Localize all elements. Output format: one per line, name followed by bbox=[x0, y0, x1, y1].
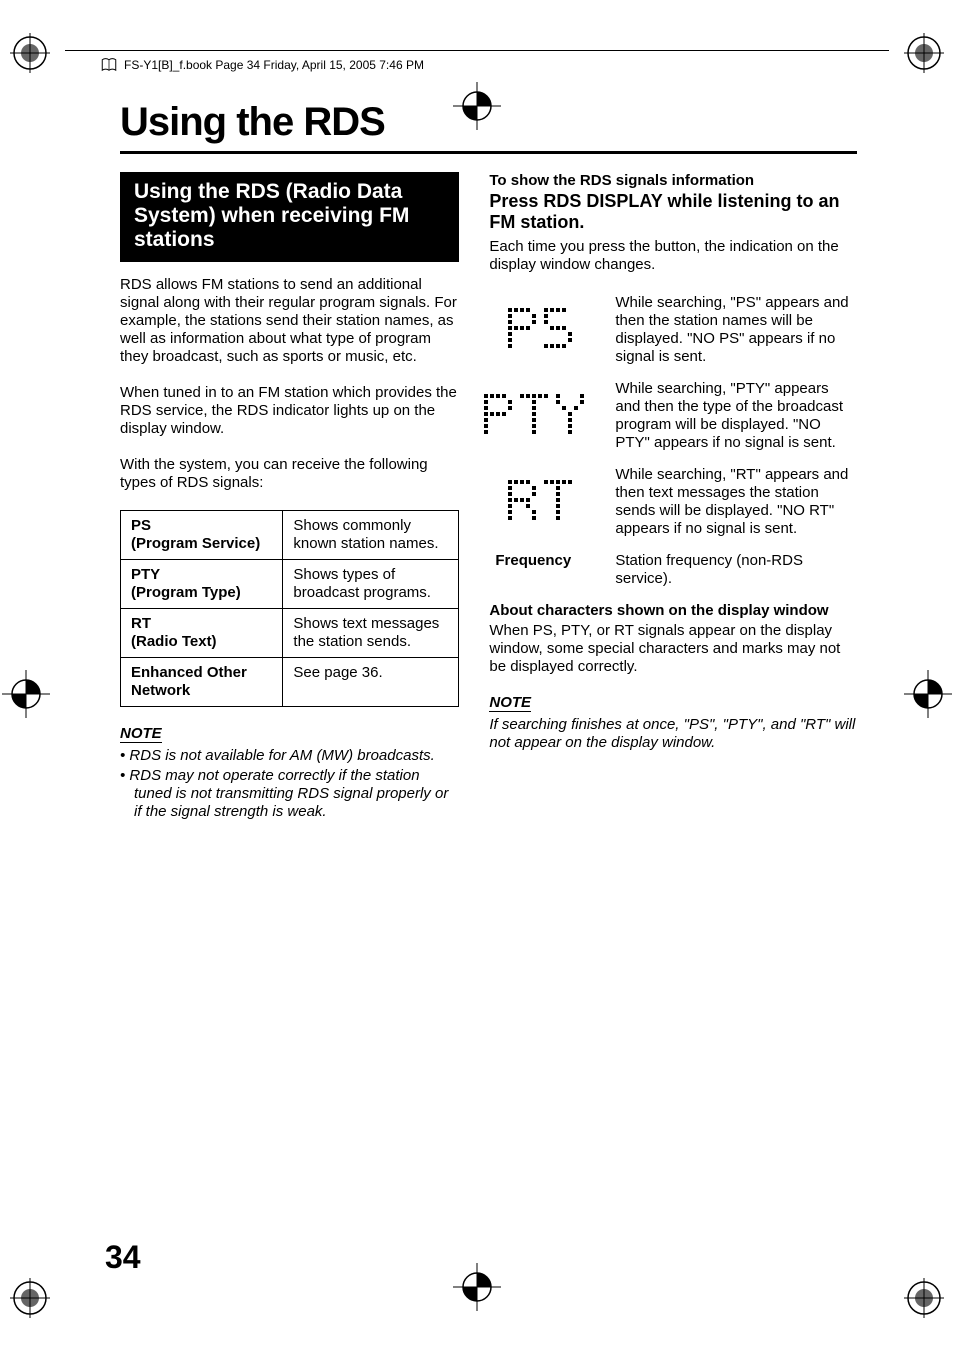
note-item: RDS is not available for AM (MW) broadca… bbox=[120, 747, 459, 765]
about-paragraph: When PS, PTY, or RT signals appear on th… bbox=[489, 622, 857, 676]
crop-mark-icon bbox=[904, 1278, 944, 1318]
table-row: Enhanced Other NetworkSee page 36. bbox=[121, 658, 459, 707]
book-icon bbox=[100, 56, 118, 74]
display-icon-cell bbox=[489, 294, 603, 348]
display-modes-list: While searching, "PS" appears and then t… bbox=[489, 294, 857, 588]
display-mode-row: Frequency Station frequency (non-RDS serv… bbox=[489, 552, 857, 588]
crop-mark-icon bbox=[10, 1278, 50, 1318]
display-mode-row: While searching, "PTY" appears and then … bbox=[489, 380, 857, 452]
table-row: PTY(Program Type)Shows types of broadcas… bbox=[121, 560, 459, 609]
table-row: RT(Radio Text)Shows text messages the st… bbox=[121, 609, 459, 658]
rds-signal-table: PS(Program Service)Shows commonly known … bbox=[120, 510, 459, 707]
display-mode-row: While searching, "RT" appears and then t… bbox=[489, 466, 857, 538]
intro-paragraph: RDS allows FM stations to send an additi… bbox=[120, 276, 459, 366]
note-item: RDS may not operate correctly if the sta… bbox=[120, 767, 459, 821]
intro-paragraph: With the system, you can receive the fol… bbox=[120, 456, 459, 492]
table-cell-label: Enhanced Other Network bbox=[121, 658, 283, 707]
running-header-text: FS-Y1[B]_f.book Page 34 Friday, April 15… bbox=[124, 58, 424, 72]
page-number: 34 bbox=[105, 1239, 141, 1276]
instruction-paragraph: Each time you press the button, the indi… bbox=[489, 238, 857, 274]
table-cell-desc: See page 36. bbox=[283, 658, 459, 707]
table-cell-desc: Shows commonly known station names. bbox=[283, 511, 459, 560]
table-cell-desc: Shows types of broadcast programs. bbox=[283, 560, 459, 609]
instruction-heading: Press RDS DISPLAY while listening to an … bbox=[489, 191, 857, 232]
dot-matrix-pty-icon bbox=[484, 394, 608, 434]
registration-mark-icon bbox=[904, 670, 952, 718]
intro-paragraph: When tuned in to an FM station which pro… bbox=[120, 384, 459, 438]
title-rule bbox=[120, 151, 857, 154]
about-heading: About characters shown on the display wi… bbox=[489, 602, 857, 620]
crop-mark-icon bbox=[904, 33, 944, 73]
table-cell-label: PS(Program Service) bbox=[121, 511, 283, 560]
registration-mark-icon bbox=[2, 670, 50, 718]
note-heading: NOTE bbox=[489, 694, 531, 712]
dot-matrix-rt-icon bbox=[508, 480, 584, 520]
table-cell-desc: Shows text messages the station sends. bbox=[283, 609, 459, 658]
note-list: RDS is not available for AM (MW) broadca… bbox=[120, 747, 459, 821]
table-row: PS(Program Service)Shows commonly known … bbox=[121, 511, 459, 560]
display-mode-row: While searching, "PS" appears and then t… bbox=[489, 294, 857, 366]
table-cell-label: RT(Radio Text) bbox=[121, 609, 283, 658]
display-desc: While searching, "PS" appears and then t… bbox=[615, 294, 857, 366]
display-icon-cell bbox=[489, 466, 603, 520]
page-title: Using the RDS bbox=[120, 100, 857, 145]
note-heading: NOTE bbox=[120, 725, 162, 743]
section-heading: Using the RDS (Radio Data System) when r… bbox=[120, 172, 459, 262]
note-text: If searching finishes at once, "PS", "PT… bbox=[489, 716, 857, 752]
display-desc: While searching, "RT" appears and then t… bbox=[615, 466, 857, 538]
display-desc: Station frequency (non-RDS service). bbox=[615, 552, 857, 588]
display-label: Frequency bbox=[489, 552, 603, 569]
display-icon-cell bbox=[489, 380, 603, 434]
running-header: FS-Y1[B]_f.book Page 34 Friday, April 15… bbox=[100, 56, 424, 74]
crop-mark-icon bbox=[10, 33, 50, 73]
display-desc: While searching, "PTY" appears and then … bbox=[615, 380, 857, 452]
dot-matrix-ps-icon bbox=[508, 308, 584, 348]
table-cell-label: PTY(Program Type) bbox=[121, 560, 283, 609]
